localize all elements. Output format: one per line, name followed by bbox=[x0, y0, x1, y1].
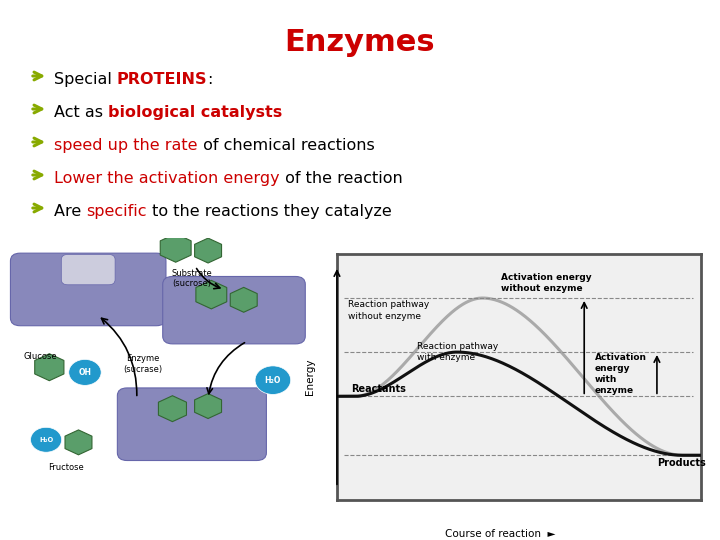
Polygon shape bbox=[158, 396, 186, 422]
Text: Enzymes: Enzymes bbox=[284, 28, 436, 57]
Text: Act as: Act as bbox=[54, 105, 108, 120]
Text: Course of reaction  ►: Course of reaction ► bbox=[446, 529, 556, 539]
Text: Products: Products bbox=[657, 458, 706, 468]
Text: :: : bbox=[207, 72, 213, 87]
Text: Substrate
(sucrose): Substrate (sucrose) bbox=[171, 269, 212, 288]
Polygon shape bbox=[196, 280, 227, 309]
Text: of chemical reactions: of chemical reactions bbox=[197, 138, 374, 153]
FancyBboxPatch shape bbox=[11, 253, 166, 326]
FancyBboxPatch shape bbox=[61, 254, 115, 285]
Text: Special: Special bbox=[54, 72, 117, 87]
Text: specific: specific bbox=[86, 204, 147, 219]
FancyBboxPatch shape bbox=[117, 388, 266, 461]
Text: Reaction pathway
with enzyme: Reaction pathway with enzyme bbox=[417, 342, 498, 362]
Text: PROTEINS: PROTEINS bbox=[117, 72, 207, 87]
Text: biological catalysts: biological catalysts bbox=[108, 105, 282, 120]
Polygon shape bbox=[230, 287, 257, 312]
Polygon shape bbox=[35, 354, 64, 381]
Text: Enzyme
(sucrase): Enzyme (sucrase) bbox=[124, 354, 163, 374]
Text: Activation energy
without enzyme: Activation energy without enzyme bbox=[500, 273, 591, 293]
Text: H₂O: H₂O bbox=[39, 437, 53, 443]
Text: Fructose: Fructose bbox=[48, 463, 84, 472]
Polygon shape bbox=[65, 430, 92, 455]
Polygon shape bbox=[194, 238, 222, 263]
Polygon shape bbox=[161, 234, 191, 262]
Text: Reaction pathway
without enzyme: Reaction pathway without enzyme bbox=[348, 300, 429, 321]
Text: Glucose: Glucose bbox=[23, 352, 57, 361]
Text: to the reactions they catalyze: to the reactions they catalyze bbox=[147, 204, 392, 219]
Text: of the reaction: of the reaction bbox=[279, 171, 402, 186]
Text: OH: OH bbox=[78, 368, 91, 377]
Text: speed up the rate: speed up the rate bbox=[54, 138, 197, 153]
Text: Activation
energy
with
enzyme: Activation energy with enzyme bbox=[595, 353, 647, 395]
FancyBboxPatch shape bbox=[163, 276, 305, 344]
Text: Lower the activation energy: Lower the activation energy bbox=[54, 171, 279, 186]
Circle shape bbox=[68, 360, 101, 386]
Text: H₂O: H₂O bbox=[265, 376, 281, 384]
Circle shape bbox=[30, 427, 62, 452]
Circle shape bbox=[255, 366, 291, 394]
Text: Are: Are bbox=[54, 204, 86, 219]
Text: Reactants: Reactants bbox=[351, 384, 406, 394]
Polygon shape bbox=[194, 394, 222, 418]
Y-axis label: Energy: Energy bbox=[305, 359, 315, 395]
